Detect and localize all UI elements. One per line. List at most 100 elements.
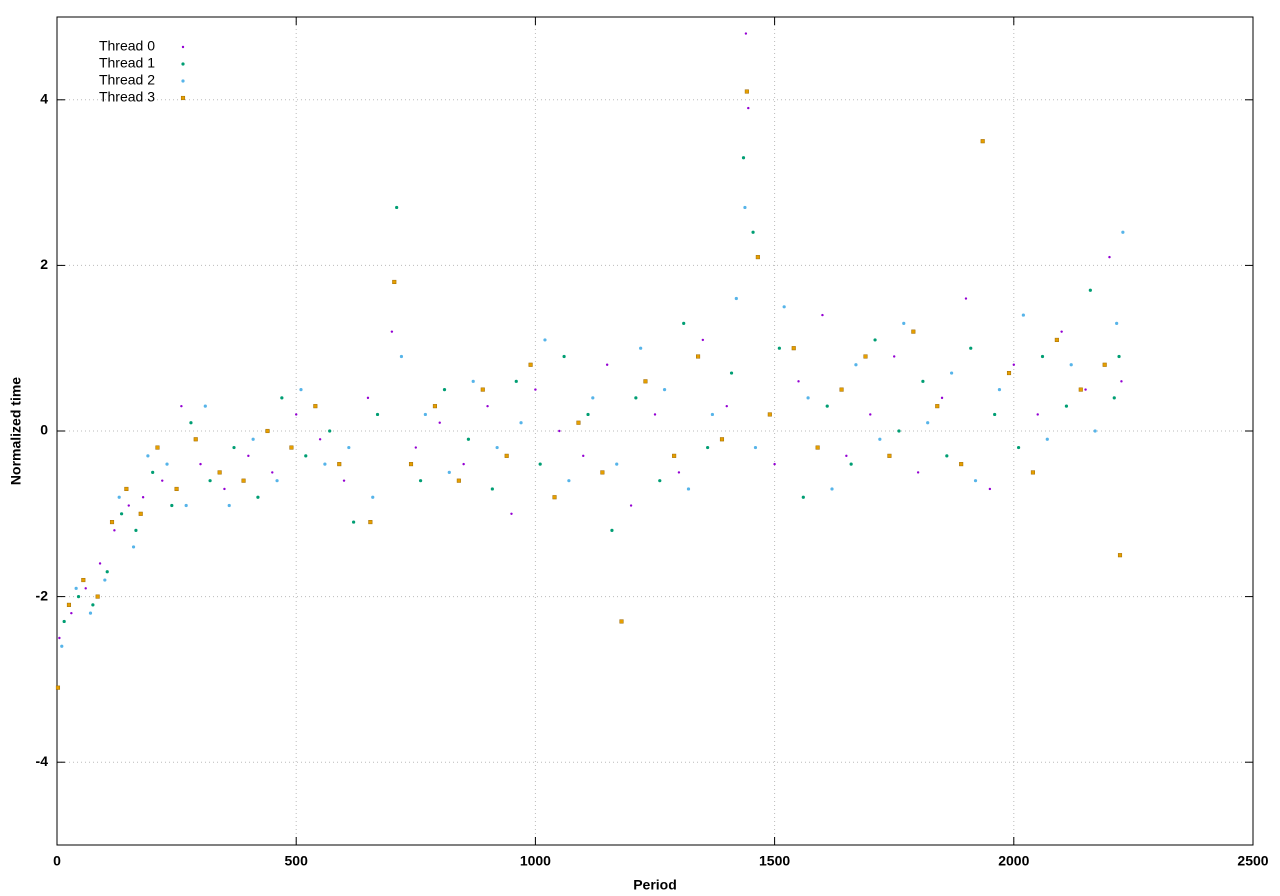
point [926,421,930,425]
point [447,470,451,474]
point [753,445,758,450]
point [973,479,978,483]
point [534,388,537,391]
point [767,412,772,417]
point [743,205,747,210]
point [58,636,61,640]
point [662,388,667,392]
point [81,577,86,583]
point [174,486,179,492]
x-tick-label: 0 [53,853,61,869]
legend-label: Thread 2 [99,72,155,88]
point [797,380,800,383]
point [504,453,509,458]
point [887,453,892,458]
point [634,396,638,400]
legend-marker [181,45,185,49]
x-tick-label: 500 [285,853,309,869]
point [878,437,882,441]
point [109,520,115,525]
point [328,429,332,433]
point [902,321,906,325]
point [337,462,342,467]
point [782,305,786,309]
point [55,685,61,690]
point [993,412,997,417]
point [1045,437,1049,441]
point [1084,388,1087,391]
point [199,462,202,466]
point [719,437,725,442]
legend-marker [180,95,186,101]
point [247,454,250,458]
point [438,421,441,424]
point [591,396,595,400]
point [371,495,375,499]
point [117,495,121,499]
point [275,479,279,483]
point [184,503,188,508]
point [217,470,222,475]
point [227,503,231,508]
point [232,445,236,450]
plot-frame [56,16,1254,846]
point [734,296,738,301]
point [1093,429,1097,433]
point [558,429,561,433]
point [103,578,107,582]
point [399,354,404,359]
point [299,388,303,392]
point [265,428,270,434]
point [352,520,356,524]
point [289,445,294,450]
point [639,346,643,350]
point [940,396,944,400]
point [911,329,916,334]
point [935,404,940,409]
point [323,462,327,466]
point [839,387,844,392]
point [1006,370,1012,376]
point [471,379,475,383]
point [193,437,198,442]
point [1112,396,1116,400]
point [741,156,746,160]
point [375,412,380,417]
point [347,445,351,450]
point [414,446,417,449]
y-tick-label: -4 [36,753,49,769]
point [964,297,968,300]
point [146,454,150,458]
point [543,338,547,342]
point [490,487,494,491]
point [251,437,255,441]
point [1036,413,1039,416]
point [418,479,423,483]
point [155,445,160,450]
point [1108,255,1111,259]
point [466,437,471,441]
point [318,438,322,441]
point [729,371,734,375]
point [916,471,920,474]
point [203,404,207,408]
point [342,479,346,482]
point [1060,330,1063,333]
point [658,479,662,483]
x-tick-label: 2000 [998,853,1029,869]
point [706,445,710,450]
point [969,346,973,350]
point [138,511,143,516]
point [806,396,810,400]
point [552,495,557,500]
point [830,487,834,491]
point [70,611,73,615]
point [98,562,102,565]
point [124,486,129,492]
legend-label: Thread 3 [99,89,155,105]
point [510,512,513,515]
point [619,619,624,624]
point [88,611,93,615]
point [873,338,877,342]
